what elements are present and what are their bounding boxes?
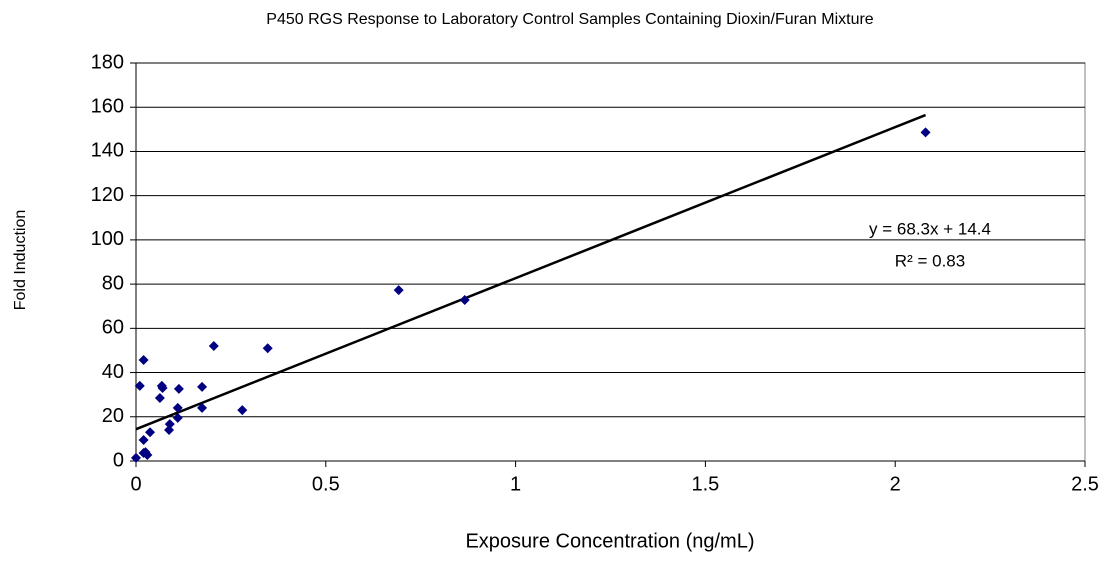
x-tick-label: 0 — [130, 473, 141, 495]
y-axis-label: Fold Induction — [12, 210, 29, 311]
data-point — [138, 448, 149, 459]
y-tick-label: 100 — [91, 228, 124, 250]
equation-label: y = 68.3x + 14.4 — [869, 219, 991, 238]
data-point — [393, 285, 404, 296]
y-tick-label: 20 — [102, 405, 124, 427]
data-point — [237, 405, 248, 416]
x-tick-label: 1 — [510, 473, 521, 495]
data-point — [173, 383, 184, 394]
data-point — [138, 434, 149, 445]
x-axis-label: Exposure Concentration (ng/mL) — [465, 530, 754, 552]
data-point — [197, 381, 208, 392]
data-point — [262, 343, 273, 354]
data-point — [920, 127, 931, 138]
data-point — [164, 425, 175, 436]
data-point — [157, 383, 168, 394]
y-tick-label: 160 — [91, 96, 124, 118]
x-tick-label: 1.5 — [691, 473, 719, 495]
y-tick-label: 60 — [102, 317, 124, 339]
y-tick-label: 140 — [91, 140, 124, 162]
y-tick-label: 40 — [102, 361, 124, 383]
data-point — [164, 419, 175, 430]
y-tick-label: 120 — [91, 184, 124, 206]
data-point — [197, 402, 208, 413]
data-point — [138, 354, 149, 365]
data-point — [172, 402, 183, 413]
data-point — [154, 392, 165, 403]
chart-title: P450 RGS Response to Laboratory Control … — [266, 11, 874, 28]
trendline — [135, 113, 927, 431]
y-tick-label: 80 — [102, 272, 124, 294]
x-tick-label: 0.5 — [312, 473, 340, 495]
data-point — [145, 427, 156, 438]
r2-label: R² = 0.83 — [895, 251, 965, 270]
data-point — [172, 412, 183, 423]
data-point — [134, 380, 145, 391]
y-tick-label: 0 — [113, 449, 124, 471]
data-point — [459, 295, 470, 306]
data-point — [131, 452, 141, 463]
x-tick-label: 2.5 — [1071, 473, 1099, 495]
data-point — [208, 341, 219, 352]
x-tick-label: 2 — [890, 473, 901, 495]
y-tick-label: 180 — [91, 51, 124, 73]
